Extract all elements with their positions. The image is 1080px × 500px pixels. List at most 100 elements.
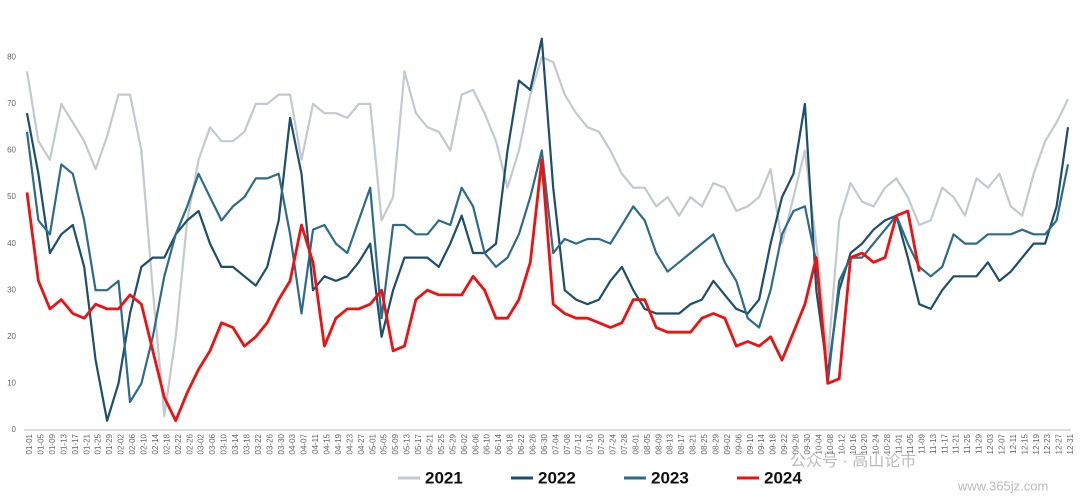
x-tick-label: 02-14 [151, 433, 160, 454]
x-tick-label: 09-18 [769, 433, 778, 454]
x-tick-label: 05-05 [380, 433, 389, 454]
x-tick-label: 04-03 [288, 433, 297, 454]
x-tick-label: 10-16 [849, 433, 858, 454]
x-tick-label: 04-27 [357, 433, 366, 454]
x-tick-label: 03-14 [231, 433, 240, 454]
x-tick-label: 06-26 [528, 433, 537, 454]
legend-label: 2021 [425, 468, 463, 487]
x-tick-label: 01-13 [59, 433, 68, 454]
x-tick-label: 08-25 [700, 433, 709, 454]
x-tick-label: 09-10 [746, 433, 755, 454]
x-tick-label: 01-29 [105, 433, 114, 454]
x-tick-label: 12-31 [1066, 433, 1075, 454]
y-tick-label: 30 [7, 285, 16, 294]
x-tick-label: 02-02 [117, 433, 126, 454]
x-tick-label: 07-16 [586, 433, 595, 454]
x-tick-label: 05-29 [448, 433, 457, 454]
x-tick-label: 06-22 [517, 433, 526, 454]
x-tick-label: 01-25 [94, 433, 103, 454]
x-tick-label: 05-01 [368, 433, 377, 454]
x-tick-label: 09-30 [803, 433, 812, 454]
x-tick-label: 07-08 [563, 433, 572, 454]
watermark-url: www.365jz.com [957, 478, 1048, 493]
x-tick-label: 06-06 [471, 433, 480, 454]
x-tick-label: 06-14 [494, 433, 503, 454]
series-line [25, 158, 921, 423]
x-tick-label: 03-30 [277, 433, 286, 454]
y-tick-label: 10 [7, 379, 16, 388]
x-tick-label: 07-28 [620, 433, 629, 454]
x-tick-label: 01-09 [48, 433, 57, 454]
x-tick-label: 08-17 [677, 433, 686, 454]
x-tick-label: 02-10 [140, 433, 149, 454]
x-tick-label: 05-17 [414, 433, 423, 454]
y-tick-label: 70 [7, 99, 16, 108]
x-tick-label: 05-25 [437, 433, 446, 454]
x-tick-label: 06-02 [460, 433, 469, 454]
x-tick-label: 10-04 [814, 433, 823, 454]
x-tick-label: 12-15 [1020, 433, 1029, 454]
x-tick-label: 11-25 [963, 433, 972, 453]
x-tick-label: 12-23 [1043, 433, 1052, 454]
y-tick-label: 40 [7, 239, 16, 248]
x-tick-label: 08-13 [666, 433, 675, 454]
x-tick-label: 02-06 [128, 433, 137, 454]
x-tick-label: 07-24 [609, 433, 618, 454]
x-tick-label: 08-09 [654, 433, 663, 454]
x-tick-label: 05-09 [391, 433, 400, 454]
x-tick-label: 02-18 [162, 433, 171, 454]
x-tick-label: 11-21 [952, 433, 961, 453]
x-tick-label: 11-05 [906, 433, 915, 453]
x-tick-label: 08-01 [631, 433, 640, 454]
x-tick-label: 07-04 [551, 433, 560, 454]
x-tick-label: 05-21 [425, 433, 434, 454]
x-tick-label: 11-01 [895, 433, 904, 453]
x-tick-label: 03-10 [220, 433, 229, 454]
x-tick-label: 03-26 [265, 433, 274, 454]
x-tick-label: 07-12 [574, 433, 583, 454]
x-tick-label: 04-15 [323, 433, 332, 454]
x-tick-label: 06-30 [540, 433, 549, 454]
series-line [25, 56, 1069, 418]
x-tick-label: 09-22 [780, 433, 789, 454]
legend-label: 2022 [538, 468, 576, 487]
x-tick-label: 03-06 [208, 433, 217, 454]
x-tick-label: 12-03 [986, 433, 995, 454]
x-tick-label: 10-28 [883, 433, 892, 454]
x-tick-label: 02-22 [174, 433, 183, 454]
x-tick-label: 01-01 [25, 433, 34, 454]
x-tick-label: 05-13 [403, 433, 412, 454]
x-tick-label: 10-08 [826, 433, 835, 454]
x-tick-label: 11-09 [917, 433, 926, 453]
y-tick-label: 20 [7, 332, 16, 341]
x-tick-label: 04-07 [300, 433, 309, 454]
x-tick-label: 02-26 [185, 433, 194, 454]
x-tick-label: 01-21 [82, 433, 91, 454]
x-tick-label: 03-02 [197, 433, 206, 454]
x-tick-label: 12-07 [997, 433, 1006, 454]
x-tick-label: 08-21 [689, 433, 698, 454]
x-tick-label: 11-13 [929, 433, 938, 453]
x-tick-label: 10-24 [872, 433, 881, 454]
y-tick-label: 0 [12, 425, 17, 434]
x-tick-label: 08-05 [643, 433, 652, 454]
legend-label: 2024 [764, 468, 802, 487]
x-tick-label: 04-23 [345, 433, 354, 454]
watermark: 公众号 · 高山论市 [790, 452, 916, 470]
x-tick-label: 12-19 [1032, 433, 1041, 454]
x-tick-label: 01-17 [71, 433, 80, 454]
y-tick-label: 80 [7, 52, 16, 61]
x-tick-label: 10-20 [860, 433, 869, 454]
x-tick-label: 10-12 [837, 433, 846, 454]
x-tick-label: 08-29 [711, 433, 720, 454]
x-tick-label: 09-02 [723, 433, 732, 454]
x-tick-label: 09-14 [757, 433, 766, 454]
x-tick-label: 03-22 [254, 433, 263, 454]
x-tick-label: 04-19 [334, 433, 343, 454]
x-tick-label: 11-17 [940, 433, 949, 453]
y-tick-label: 60 [7, 146, 16, 155]
legend-label: 2023 [651, 468, 689, 487]
x-tick-label: 06-18 [506, 433, 515, 454]
x-tick-label: 09-26 [792, 433, 801, 454]
x-tick-label: 07-20 [597, 433, 606, 454]
